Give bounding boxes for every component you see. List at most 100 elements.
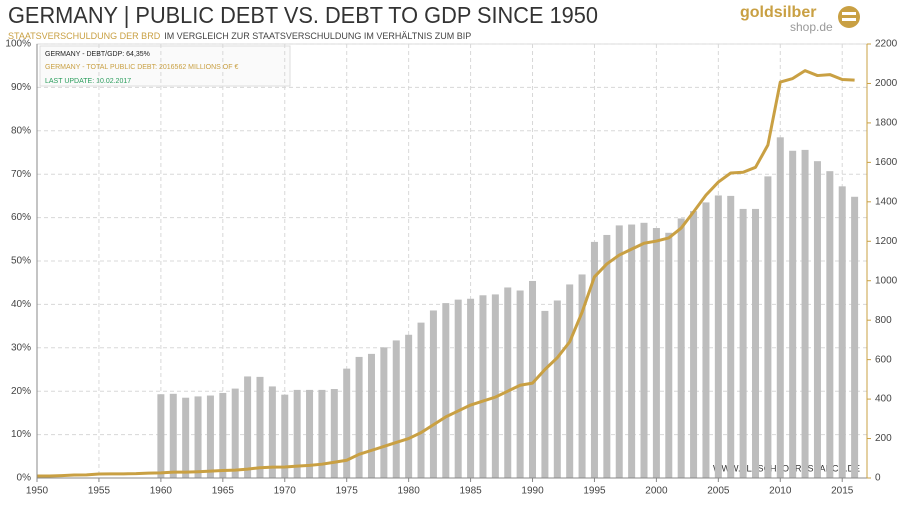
bar [219,392,227,478]
line [37,69,855,478]
bar [566,284,574,478]
logo: goldsilber shop.de [740,4,860,34]
y-tick-label: 100% [5,39,31,50]
y-tick-label: 50% [11,256,31,267]
bar [851,196,859,478]
x-tick-label: 2005 [707,486,730,497]
y2-tick-label: 1400 [875,196,898,207]
bar [330,389,338,478]
bar [467,298,475,478]
y2-tick-label: 600 [875,354,892,365]
bar [293,389,301,478]
bar [504,287,512,478]
bar [714,195,722,478]
bar [479,295,487,478]
bar [702,202,710,478]
bar [764,176,772,478]
bar [268,386,276,478]
bar [244,376,252,478]
y-tick-label: 70% [11,169,31,180]
y2-tick-label: 1200 [875,236,898,247]
y-tick-label: 90% [11,82,31,93]
bar [157,394,165,478]
bar [727,195,735,478]
y-tick-label: 80% [11,125,31,136]
bar [429,310,437,478]
bar [206,395,214,478]
bar [318,389,326,478]
bar [194,396,202,478]
source-label: WWW.BLASCHZOKRESEARCH.DE [713,463,860,473]
subtitle-highlight: STAATSVERSCHULDUNG DER BRD [8,31,161,41]
bar [380,347,388,478]
bar [343,368,351,478]
bar [169,393,177,478]
y2-tick-label: 1000 [875,275,898,286]
bar [578,274,586,478]
logo-icon [838,6,860,28]
bar [553,300,561,478]
x-tick-label: 2015 [831,486,854,497]
logo-text: goldsilber [740,4,816,21]
bar [603,234,611,478]
y-tick-label: 40% [11,299,31,310]
y2-tick-label: 1800 [875,118,898,129]
y2-tick-label: 2000 [875,78,898,89]
bar [690,211,698,478]
bar [838,186,846,479]
bar [491,294,499,478]
last-update: LAST UPDATE: 10.02.2017 [45,78,131,85]
bar [677,218,685,478]
x-tick-label: 1950 [26,486,49,497]
bar [417,322,425,478]
y-tick-label: 20% [11,386,31,397]
y-tick-label: 30% [11,342,31,353]
x-tick-label: 2000 [645,486,668,497]
y2-tick-label: 0 [875,473,881,484]
logo-icon-bar [842,18,856,21]
y-tick-label: 60% [11,212,31,223]
bar [529,280,537,478]
y2-tick-label: 400 [875,394,892,405]
bar [813,161,821,478]
bar [615,225,623,478]
bar [355,356,363,478]
bar [281,394,289,478]
logo-subtext: shop.de [790,20,833,34]
x-tick-label: 1975 [336,486,359,497]
bar [652,228,660,478]
bar [306,389,314,478]
bar [776,137,784,478]
y2-tick-label: 1600 [875,157,898,168]
bar [367,353,375,478]
bar [405,334,413,478]
bar [182,397,190,478]
y2-tick-label: 800 [875,315,892,326]
bar [640,222,648,478]
bar [665,232,673,478]
x-tick-label: 1990 [521,486,544,497]
x-tick-label: 1995 [583,486,606,497]
y2-tick-label: 2200 [875,39,898,50]
bar [801,149,809,478]
bar [590,241,598,478]
bar [628,224,636,478]
legend-entry: GERMANY - TOTAL PUBLIC DEBT: 2016562 MIL… [45,64,238,71]
subtitle-rest: IM VERGLEICH ZUR STAATSVERSCHULDUNG IM V… [164,31,471,41]
x-tick-label: 1960 [150,486,173,497]
bar [442,303,450,478]
bar [739,208,747,479]
legend-box [39,45,291,87]
logo-icon-bar [842,12,856,15]
x-tick-label: 1980 [398,486,421,497]
x-tick-label: 1965 [212,486,235,497]
marks [37,69,859,479]
bar [826,171,834,479]
bar [752,208,760,479]
bar [231,388,239,478]
y-tick-label: 10% [11,429,31,440]
x-tick-label: 2010 [769,486,792,497]
bar [256,376,264,478]
bar [789,150,797,478]
